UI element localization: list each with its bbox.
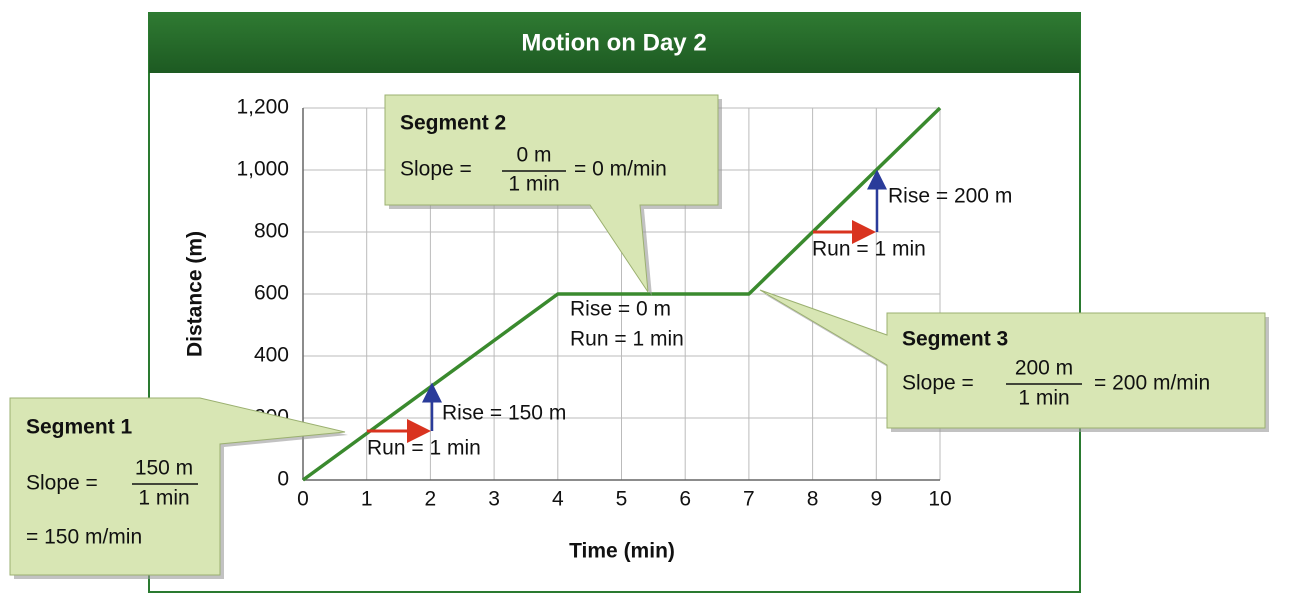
run-label: Run = 1 min: [367, 437, 481, 460]
x-tick-label: 0: [297, 488, 309, 511]
callout-text: = 200 m/min: [1094, 372, 1210, 395]
callout-text: Slope =: [26, 472, 98, 495]
x-axis-title: Time (min): [569, 540, 675, 563]
denominator: 1 min: [1018, 387, 1069, 410]
run-label: Run = 1 min: [812, 238, 926, 261]
rise-label: Rise = 150 m: [442, 402, 566, 425]
callout: [384, 94, 719, 293]
callout-title: Segment 2: [400, 112, 506, 135]
y-tick-label: 800: [254, 220, 289, 243]
run-label: Run = 1 min: [570, 328, 684, 351]
callout-text: = 0 m/min: [574, 158, 667, 181]
y-tick-label: 1,000: [236, 158, 289, 181]
x-tick-label: 9: [870, 488, 882, 511]
x-tick-label: 5: [616, 488, 628, 511]
y-tick-label: 0: [277, 468, 289, 491]
y-tick-label: 400: [254, 344, 289, 367]
y-axis-title: Distance (m): [184, 231, 207, 357]
x-tick-label: 1: [361, 488, 373, 511]
x-tick-label: 6: [679, 488, 691, 511]
callout-title: Segment 3: [902, 328, 1008, 351]
callout: [759, 289, 1266, 429]
denominator: 1 min: [508, 173, 559, 196]
header: [149, 13, 1080, 73]
callout-text: = 150 m/min: [26, 526, 142, 549]
y-tick-label: 600: [254, 282, 289, 305]
denominator: 1 min: [138, 487, 189, 510]
chart-title: Motion on Day 2: [521, 29, 706, 56]
x-tick-label: 10: [928, 488, 951, 511]
numerator: 200 m: [1015, 357, 1073, 380]
y-tick-label: 1,200: [236, 96, 289, 119]
x-tick-label: 8: [807, 488, 819, 511]
rise-label: Rise = 0 m: [570, 298, 671, 321]
numerator: 150 m: [135, 457, 193, 480]
callout: [9, 397, 346, 576]
x-tick-label: 4: [552, 488, 564, 511]
x-tick-label: 2: [425, 488, 437, 511]
x-tick-label: 3: [488, 488, 500, 511]
x-tick-label: 7: [743, 488, 755, 511]
callout-text: Slope =: [902, 372, 974, 395]
numerator: 0 m: [516, 144, 551, 167]
line: [301, 106, 942, 482]
rise-label: Rise = 200 m: [888, 185, 1012, 208]
callout-title: Segment 1: [26, 416, 133, 439]
callout-text: Slope =: [400, 158, 472, 181]
